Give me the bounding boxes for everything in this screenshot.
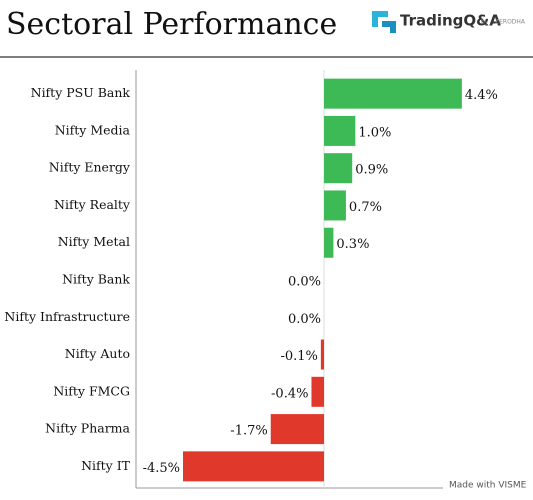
- value-label: 4.4%: [465, 88, 498, 103]
- value-label: -0.4%: [271, 386, 308, 401]
- footer: Made with VISME: [449, 481, 527, 491]
- y-tick-label: Nifty PSU Bank: [31, 85, 131, 100]
- chart-title: Sectoral Performance: [6, 7, 337, 42]
- value-label: 0.0%: [288, 275, 321, 290]
- y-tick-label: Nifty Bank: [62, 272, 130, 287]
- bar: [324, 227, 334, 258]
- logo-icon: [372, 11, 388, 27]
- y-tick-label: Nifty Pharma: [45, 421, 130, 436]
- bar: [311, 376, 324, 407]
- value-label: 0.3%: [336, 237, 369, 252]
- bar: [324, 78, 462, 109]
- value-label: 1.0%: [358, 125, 391, 140]
- y-tick-label: Nifty FMCG: [53, 383, 130, 398]
- y-tick-label: Nifty Media: [55, 122, 131, 137]
- bar: [324, 115, 356, 146]
- bar: [183, 451, 324, 482]
- brand-logo: TradingQ&A by ZERODHA: [372, 11, 526, 33]
- y-tick-label: Nifty Auto: [65, 346, 130, 361]
- y-tick-label: Nifty Infrastructure: [4, 309, 130, 324]
- bar: [270, 414, 324, 445]
- bar: [324, 153, 353, 184]
- y-tick-label: Nifty IT: [81, 458, 131, 473]
- y-tick-label: Nifty Energy: [49, 160, 131, 175]
- y-tick-label: Nifty Realty: [54, 197, 131, 212]
- value-label: 0.7%: [349, 200, 382, 215]
- brand-by: by: [481, 19, 489, 26]
- logo-icon: [382, 21, 396, 33]
- value-label: -4.5%: [143, 461, 180, 476]
- value-label: 0.0%: [288, 312, 321, 327]
- bar: [324, 190, 346, 221]
- value-label: -0.1%: [280, 349, 317, 364]
- bar: [320, 339, 324, 370]
- brand-name: TradingQ&A: [400, 12, 501, 30]
- value-label: -1.7%: [230, 424, 267, 439]
- value-label: 0.9%: [355, 163, 388, 178]
- y-tick-label: Nifty Metal: [58, 234, 130, 249]
- brand-company: ZERODHA: [495, 19, 526, 26]
